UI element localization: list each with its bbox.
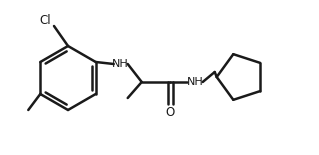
Text: NH: NH xyxy=(112,59,129,69)
Text: Cl: Cl xyxy=(39,15,51,27)
Text: NH: NH xyxy=(187,77,204,87)
Text: O: O xyxy=(165,106,174,120)
